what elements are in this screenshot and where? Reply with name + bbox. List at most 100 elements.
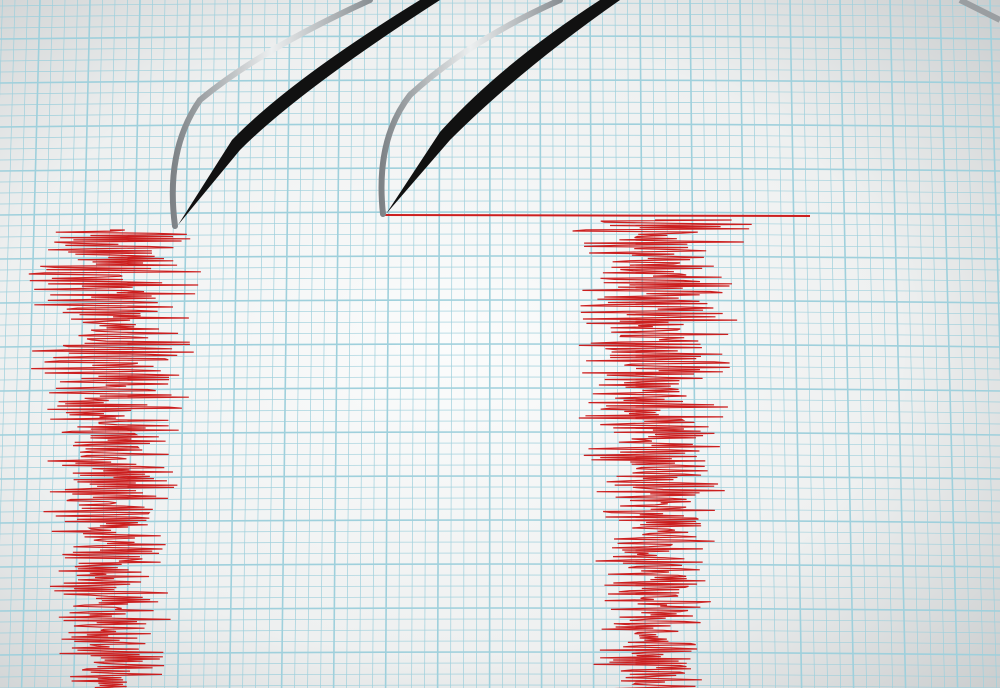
grid-line-vertical [614,0,620,688]
grid-line-vertical [539,0,543,688]
needle-left [169,0,373,229]
grid-line-horizontal [0,24,1000,29]
needle-arm-top [958,0,1000,23]
grid-line-horizontal [0,596,1000,601]
grid-line-vertical [564,0,568,688]
grid-line-vertical [203,0,216,688]
grid-line-vertical [827,0,841,688]
grid-line-vertical [702,0,711,688]
grid-line-vertical [789,0,803,688]
grid-line-horizontal [0,57,1000,62]
grid-line-vertical [852,0,867,688]
grid-line-horizontal [0,508,1000,513]
grid-line-horizontal [0,13,1000,18]
grid-line-horizontal [0,222,1000,227]
grid-line-horizontal [0,46,1000,51]
grid-line-vertical [889,0,907,688]
grid-line-horizontal [0,200,1000,205]
grid-line-horizontal [0,442,1000,447]
grid-line-vertical [777,0,789,688]
grid-line-horizontal [0,563,1000,568]
grid-line-horizontal [0,68,1000,73]
trace-baseline [383,214,811,217]
grid-line-vertical [346,0,353,688]
grid-line-horizontal [0,233,1000,238]
grid-line-vertical [902,0,919,688]
grid-line-vertical [138,0,153,688]
grid-line-vertical [320,0,328,688]
grid-line-horizontal [0,365,1000,370]
grid-line-horizontal [0,585,1000,590]
grid-line-vertical [242,0,253,688]
grid-line-horizontal [0,431,1000,436]
grid-line-vertical [228,0,241,688]
needle-right [378,0,563,217]
grid-line-horizontal [0,376,1000,381]
grid-line-vertical [47,0,66,688]
grid-line-horizontal [0,332,1000,337]
grid-line-vertical [927,0,945,688]
grid-line-horizontal [0,552,1000,557]
grid-line-horizontal [0,189,1000,194]
grid-line-horizontal [0,618,1000,623]
grid-line-horizontal [0,530,1000,535]
grid-line-vertical [839,0,855,688]
grid-line-horizontal [0,35,1000,40]
grid-line-vertical [0,0,16,543]
grid-line-vertical [714,0,724,688]
grid-line-horizontal [0,145,1000,150]
seismic-traces [28,214,811,688]
grid-line-vertical [527,0,529,688]
grid-line-vertical [577,0,581,688]
grid-line-vertical [268,0,278,688]
grid-line-vertical [411,0,416,688]
grid-line-vertical [255,0,266,688]
grid-line-vertical [727,0,737,688]
grid-line-vertical [60,0,78,688]
grid-line-horizontal [0,167,1000,172]
grid-line-horizontal [0,607,1000,612]
grid-line-horizontal [0,684,1000,688]
grid-line-horizontal [0,2,1000,7]
grid-line-horizontal [0,255,1000,260]
grid-line-horizontal [0,640,1000,645]
grid-line-horizontal [0,486,1000,491]
grid-line-vertical [372,0,378,688]
grid-line-vertical [514,0,516,688]
grid-line-horizontal [0,409,1000,414]
grid-line-vertical [332,0,341,688]
grid-line-horizontal [0,475,1000,480]
grid-line-vertical [589,0,595,688]
seismic-trace-left [28,229,201,688]
grid-line-horizontal [0,277,1000,282]
grid-line-vertical [359,0,366,688]
grid-line-horizontal [0,673,1000,678]
grid-line-horizontal [0,101,1000,106]
grid-line-horizontal [0,651,1000,656]
grid-line-vertical [877,0,893,688]
needles [169,0,1000,229]
grid-line-vertical [552,0,555,688]
grid-line-horizontal [0,156,1000,161]
grid-line-horizontal [0,178,1000,183]
grid-line-vertical [436,0,441,688]
grid-line-horizontal [0,310,1000,315]
grid-line-vertical [176,0,191,688]
grid-line-horizontal [0,211,1000,216]
grid-line-vertical [151,0,166,688]
grid-line-vertical [939,0,959,688]
grid-line-horizontal [0,321,1000,326]
grid-line-horizontal [0,112,1000,117]
grid-line-vertical [864,0,880,688]
grid-line-vertical [627,0,633,688]
grid-line-vertical [398,0,403,688]
grid-line-vertical [814,0,828,688]
grid-line-vertical [450,0,453,688]
grid-line-vertical [602,0,607,688]
grid-line-vertical [216,0,228,688]
grid-line-vertical [802,0,815,688]
grid-line-vertical [739,0,751,688]
grid-line-horizontal [0,629,1000,634]
